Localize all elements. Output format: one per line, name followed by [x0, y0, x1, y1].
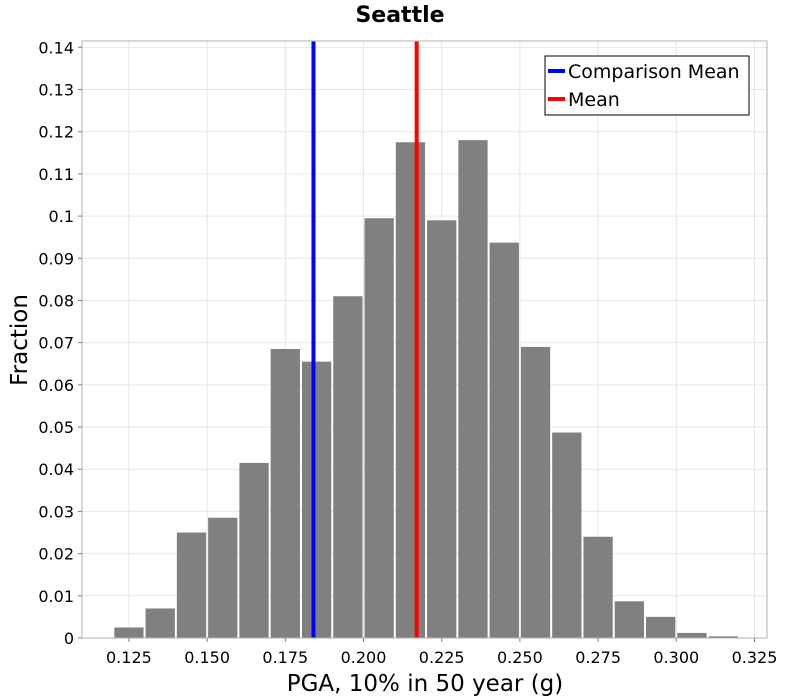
- y-tick-label: 0.08: [38, 291, 74, 310]
- y-tick-label: 0.02: [38, 545, 74, 564]
- histogram-bar: [552, 432, 582, 638]
- histogram-bar: [427, 220, 457, 638]
- x-axis-label: PGA, 10% in 50 year (g): [287, 671, 564, 697]
- y-tick-label: 0.03: [38, 502, 74, 521]
- histogram-bar: [395, 142, 426, 639]
- x-tick-label: 0.150: [184, 648, 230, 667]
- legend-label-mean: Mean: [568, 89, 620, 111]
- histogram-bar: [333, 296, 363, 638]
- plot-frame: [81, 40, 768, 639]
- histogram-bar: [270, 348, 300, 638]
- chart-title: Seattle: [355, 3, 444, 28]
- y-tick-label: 0.1: [49, 207, 74, 226]
- histogram-bar: [646, 616, 676, 638]
- y-tick-label: 0.04: [38, 460, 74, 479]
- histogram-bar: [458, 140, 488, 638]
- y-tick-label: 0.14: [38, 38, 74, 57]
- histogram-bar: [239, 462, 269, 638]
- y-tick-label: 0.09: [38, 249, 74, 268]
- histogram-bar: [489, 242, 519, 638]
- reference-lines: [311, 41, 419, 638]
- x-tick-label: 0.225: [419, 648, 465, 667]
- y-axis-label: Fraction: [7, 294, 33, 386]
- x-tick-label: 0.300: [653, 648, 699, 667]
- y-tick-label: 0.13: [38, 81, 74, 100]
- histogram-bar: [677, 632, 707, 638]
- histogram-bar: [208, 517, 238, 638]
- y-tick-label: 0.12: [38, 123, 74, 142]
- y-tick-label: 0.05: [38, 418, 74, 437]
- x-tick-label: 0.275: [575, 648, 621, 667]
- legend-box: [544, 55, 750, 116]
- y-tick-label: 0.11: [38, 165, 74, 184]
- histogram-bar: [114, 627, 144, 638]
- legend: Comparison Mean Mean: [544, 55, 750, 116]
- y-axis-ticks: 0 0.01 0.02 0.03 0.04 0.05 0.06 0.07 0.08 0.09 0.1…: [38, 38, 82, 648]
- legend-label-comparison-mean: Comparison Mean: [568, 61, 740, 83]
- histogram-bar: [583, 536, 613, 638]
- y-tick-label: 0.01: [38, 587, 74, 606]
- x-tick-label: 0.250: [497, 648, 543, 667]
- histogram-bar: [614, 601, 645, 638]
- histogram-bar: [708, 636, 738, 638]
- x-tick-label: 0.125: [106, 648, 152, 667]
- x-tick-label: 0.200: [341, 648, 387, 667]
- histogram-bar: [145, 608, 175, 638]
- histogram-bar: [301, 361, 332, 638]
- y-tick-label: 0.07: [38, 334, 74, 353]
- histogram-bar: [176, 532, 207, 638]
- histogram-bar: [364, 218, 394, 638]
- y-tick-label: 0.06: [38, 376, 74, 395]
- histogram-bars: [114, 140, 738, 639]
- x-axis-ticks: 0.125 0.150 0.175 0.200 0.225 0.250 0.275 0.300…: [106, 638, 777, 667]
- y-tick-label: 0: [64, 629, 74, 648]
- histogram-bar: [520, 346, 551, 638]
- x-tick-label: 0.175: [262, 648, 308, 667]
- x-tick-label: 0.325: [732, 648, 778, 667]
